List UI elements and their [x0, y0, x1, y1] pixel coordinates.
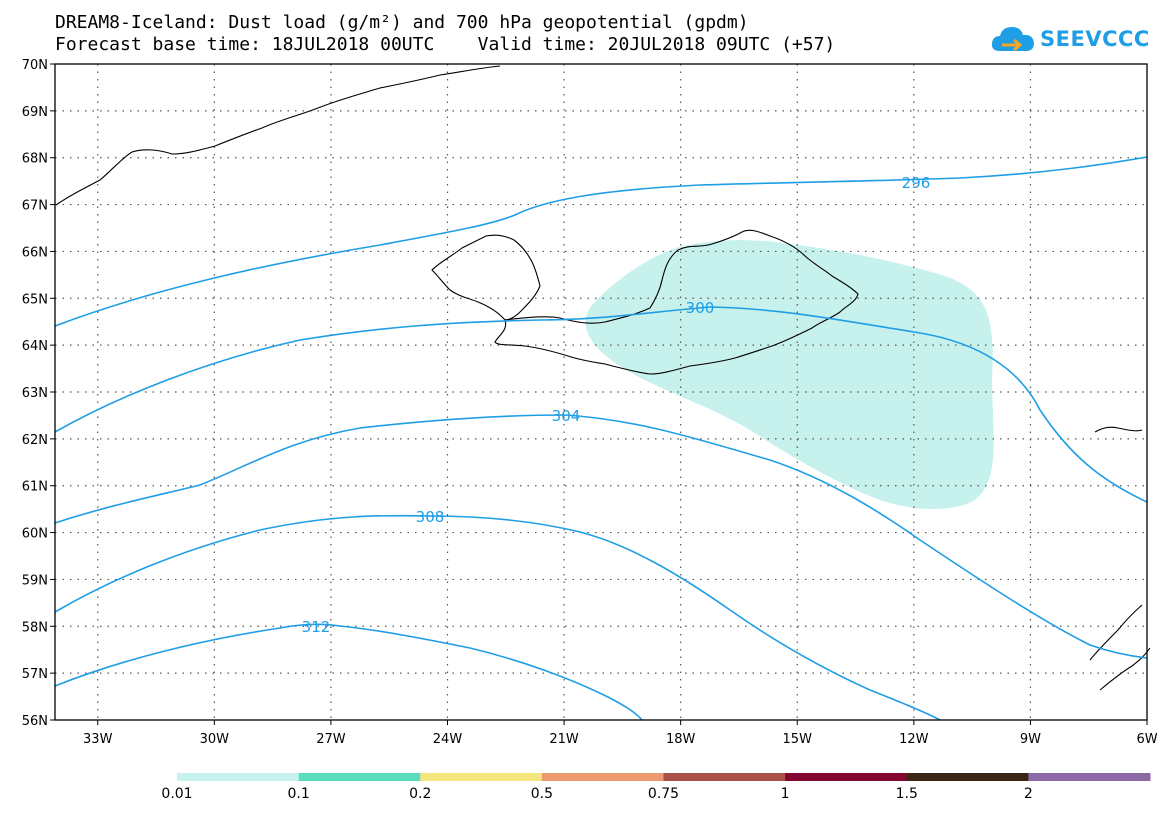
lat-tick-label: 68N — [22, 152, 48, 167]
contour-line — [54, 156, 1148, 327]
lat-tick-label: 58N — [22, 620, 48, 635]
colorbar-label: 0.75 — [648, 786, 679, 802]
contour-label: 312 — [302, 618, 331, 636]
colorbar-label: 1.5 — [896, 786, 918, 802]
scotland-coastline — [1089, 604, 1151, 691]
contour-label: 308 — [416, 508, 445, 526]
lon-tick-label: 21W — [549, 732, 579, 747]
colorbar-swatch — [1028, 773, 1151, 781]
lat-tick-label: 67N — [22, 199, 48, 214]
colorbar-swatch — [663, 773, 786, 781]
iceland-coastline — [494, 229, 859, 375]
dust-load-area — [585, 240, 994, 509]
lat-tick-label: 56N — [22, 714, 48, 729]
lon-tick-label: 15W — [783, 732, 813, 747]
colorbar-label: 1 — [781, 786, 790, 802]
lon-tick-label: 24W — [433, 732, 463, 747]
colorbar-swatch — [298, 773, 421, 781]
colorbar-swatch — [541, 773, 664, 781]
lat-tick-label: 70N — [22, 58, 48, 73]
lat-tick-label: 61N — [22, 480, 48, 495]
contour-line — [54, 514, 941, 721]
lon-tick-label: 12W — [899, 732, 929, 747]
iceland-westfjords — [431, 234, 541, 321]
forecast-times: Forecast base time: 18JUL2018 00UTC Vali… — [55, 34, 836, 55]
contour-label: 296 — [902, 174, 931, 192]
faroe-islands — [1094, 426, 1143, 433]
colorbar-label: 2 — [1024, 786, 1033, 802]
lat-tick-label: 62N — [22, 433, 48, 448]
lat-tick-label: 60N — [22, 527, 48, 542]
greenland-coastline — [55, 65, 501, 206]
logo-text: SEEVCCC — [1040, 27, 1150, 51]
colorbar: 0.01 0.1 0.2 0.5 0.75 1 1.5 2 — [161, 773, 1151, 802]
seevccc-logo: SEEVCCC — [990, 22, 1150, 56]
map-frame — [54, 63, 1148, 721]
lat-tick-label: 65N — [22, 292, 48, 307]
colorbar-label: 0.01 — [161, 786, 192, 802]
colorbar-swatch — [420, 773, 543, 781]
lat-tick-label: 69N — [22, 105, 48, 120]
axes: 33W 30W 27W 24W 21W 18W 15W 12W 9W 6W 70N 69N 68N 67N… — [22, 58, 1158, 747]
lat-tick-label: 63N — [22, 386, 48, 401]
lat-tick-label: 64N — [22, 339, 48, 354]
geopotential-contours: 296 300 304 308 312 — [54, 156, 1148, 721]
lon-tick-label: 9W — [1020, 732, 1041, 747]
lon-tick-label: 27W — [316, 732, 346, 747]
lat-tick-label: 57N — [22, 667, 48, 682]
colorbar-label: 0.5 — [531, 786, 553, 802]
contour-label: 304 — [552, 407, 581, 425]
colorbar-swatch — [785, 773, 908, 781]
map-title: DREAM8-Iceland: Dust load (g/m²) and 700… — [55, 12, 749, 33]
colorbar-label: 0.1 — [287, 786, 309, 802]
contour-line — [54, 306, 1148, 503]
contour-line — [54, 623, 643, 721]
lat-tick-label: 59N — [22, 573, 48, 588]
colorbar-swatch — [177, 773, 300, 781]
contour-line — [54, 414, 1148, 659]
lon-tick-label: 30W — [200, 732, 230, 747]
coastlines — [55, 65, 1151, 691]
lon-tick-label: 33W — [83, 732, 113, 747]
lon-tick-label: 18W — [666, 732, 696, 747]
contour-label: 300 — [686, 299, 715, 317]
colorbar-swatch — [906, 773, 1029, 781]
lon-tick-label: 6W — [1136, 732, 1157, 747]
colorbar-label: 0.2 — [409, 786, 431, 802]
lat-tick-label: 66N — [22, 245, 48, 260]
cloud-icon — [991, 27, 1034, 52]
